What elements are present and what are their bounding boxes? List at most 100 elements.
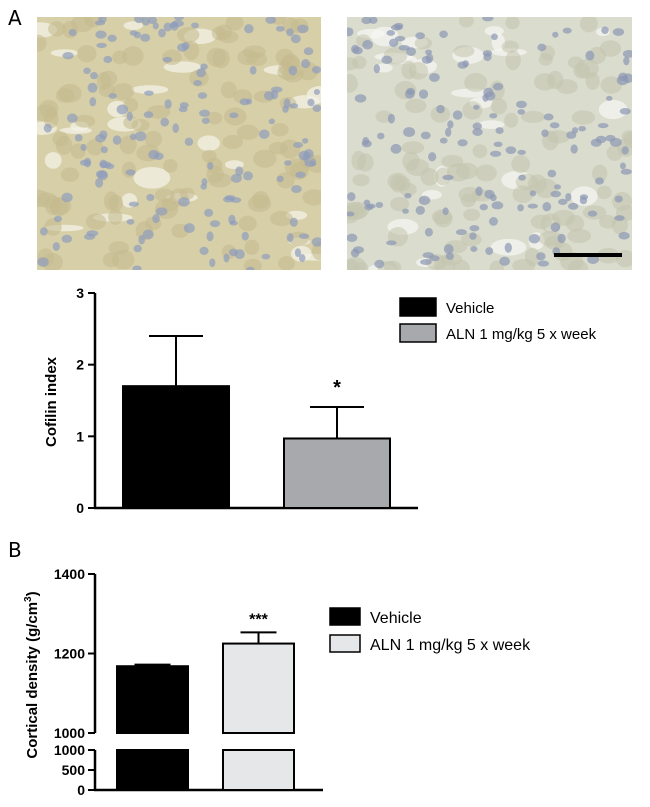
cell-nucleus [418,89,429,99]
cell-nucleus [298,233,310,239]
cell-nucleus [489,150,502,157]
cell-nucleus [112,135,122,145]
cell-nucleus [472,122,483,130]
cell-nucleus [126,111,133,121]
cell-nucleus [420,131,431,140]
cell-nucleus [547,169,557,178]
cell-nucleus [209,258,216,268]
stroma-patch [478,120,505,130]
cell-nucleus [505,146,517,155]
cell-body [252,191,270,209]
cell-nucleus [552,31,559,38]
cell-nucleus [366,203,376,209]
cell-nucleus [493,141,503,148]
cell-nucleus [303,47,314,56]
cell-body [463,208,481,221]
cell-nucleus [619,107,631,115]
cell-nucleus [447,120,454,129]
cell-nucleus [536,252,546,261]
cell-nucleus [249,66,257,75]
cell-nucleus [234,249,245,260]
cell-nucleus [622,50,632,58]
cell-nucleus [347,233,358,242]
cell-body [401,141,425,154]
cell-nucleus [183,223,195,234]
cell-nucleus [155,207,168,216]
cell-nucleus [436,104,445,114]
legend-swatch-0 [399,297,437,317]
cell-nucleus [201,178,208,186]
bar-0 [122,385,230,509]
bar-lower-0 [116,749,189,791]
cell-nucleus [442,207,449,216]
cell-nucleus [105,163,115,170]
cell-body [571,110,596,125]
cell-body [48,21,66,37]
y-tick-label: 2 [76,357,84,373]
cell-nucleus [284,160,292,166]
cell-body [268,141,288,155]
cell-nucleus [95,178,104,188]
cell-body [567,56,584,69]
micrograph-vehicle-image [37,17,321,270]
cell-body [119,135,137,155]
cell-nucleus [504,242,512,253]
panel-label-a: A [8,6,22,30]
cell-body [441,154,464,168]
cell-nucleus [53,215,63,223]
cell-body [220,81,237,99]
cell-body [546,130,570,144]
cofilin-chart: 0 1 2 3 * Vehicle ALN 1 mg/kg 5 x week Cofil… [43,285,597,516]
cell-body [99,70,118,87]
cell-nucleus [428,72,440,82]
cell-body [390,196,410,212]
cell-nucleus [587,210,598,217]
cell-nucleus [404,192,412,199]
cell-nucleus [246,266,255,270]
cell-body [472,144,488,159]
cell-nucleus [618,232,630,240]
cell-nucleus [386,30,395,36]
cell-nucleus [133,244,142,253]
cell-body [490,98,508,115]
cell-nucleus [475,186,483,196]
cell-nucleus [39,227,48,236]
cell-body [253,149,277,168]
cell-body [271,122,289,137]
cell-nucleus [483,52,492,62]
cell-nucleus [420,259,432,265]
cell-nucleus [66,113,78,123]
cell-nucleus [470,245,478,253]
cell-body [238,215,257,232]
cell-body [85,213,107,230]
cell-body [122,46,144,66]
cell-nucleus [178,197,190,207]
cell-nucleus [143,111,154,119]
cell-nucleus [398,44,410,51]
cell-nucleus [439,30,448,38]
cell-body [430,105,451,123]
cell-body [405,98,427,114]
cell-body [179,187,195,200]
cell-nucleus [482,17,494,22]
cell-nucleus [390,24,402,31]
cell-body [108,209,123,225]
cell-body [206,111,223,125]
cell-nucleus [298,150,310,161]
y-tick-label: 1400 [54,566,85,582]
cell-body [43,109,59,129]
y-tick-label: 500 [62,762,86,778]
cell-nucleus [619,162,626,170]
cell-body [77,44,97,63]
cell-nucleus [443,244,454,255]
cell-nucleus [415,205,425,215]
cell-body [521,110,545,123]
cell-nucleus [313,88,321,95]
cell-nucleus [152,22,159,30]
cell-nucleus [79,159,91,166]
cell-nucleus [347,27,354,37]
y-tick-label: 1000 [54,725,85,741]
cell-nucleus [541,129,549,138]
cell-nucleus [164,99,172,109]
cell-nucleus [621,146,629,155]
